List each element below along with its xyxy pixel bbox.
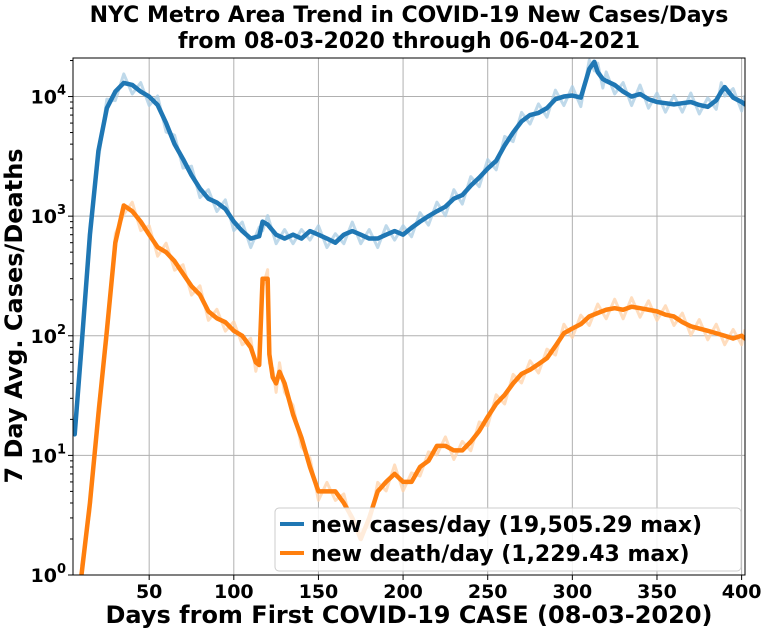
x-tick-label: 50 (136, 581, 162, 603)
x-tick-label: 200 (383, 581, 423, 603)
x-tick-label: 250 (468, 581, 508, 603)
x-tick-label: 300 (553, 581, 593, 603)
y-tick-label: 103 (31, 203, 67, 228)
y-axis-label: 7 Day Avg. Cases/Deaths (0, 148, 28, 483)
y-tick-label: 104 (31, 84, 67, 109)
series-line (75, 62, 745, 434)
legend-label-deaths: new death/day (1,229.43 max) (311, 542, 690, 567)
chart-subtitle: from 08-03-2020 through 06-04-2021 (178, 29, 640, 54)
legend: new cases/day (19,505.29 max) new death/… (275, 508, 741, 571)
series-layer (75, 60, 746, 575)
x-tick-label: 100 (214, 581, 254, 603)
series-daily-line (75, 60, 745, 425)
x-tick-label: 400 (722, 581, 762, 603)
x-tick-label: 350 (637, 581, 677, 603)
y-tick-label: 100 (31, 562, 67, 587)
x-tick-label: 150 (299, 581, 339, 603)
y-tick-label: 102 (31, 323, 67, 348)
x-axis-label: Days from First COVID-19 CASE (08-03-202… (106, 601, 713, 628)
legend-label-cases: new cases/day (19,505.29 max) (311, 513, 702, 538)
y-tick-label: 101 (31, 442, 67, 467)
chart-title: NYC Metro Area Trend in COVID-19 New Cas… (90, 3, 729, 28)
